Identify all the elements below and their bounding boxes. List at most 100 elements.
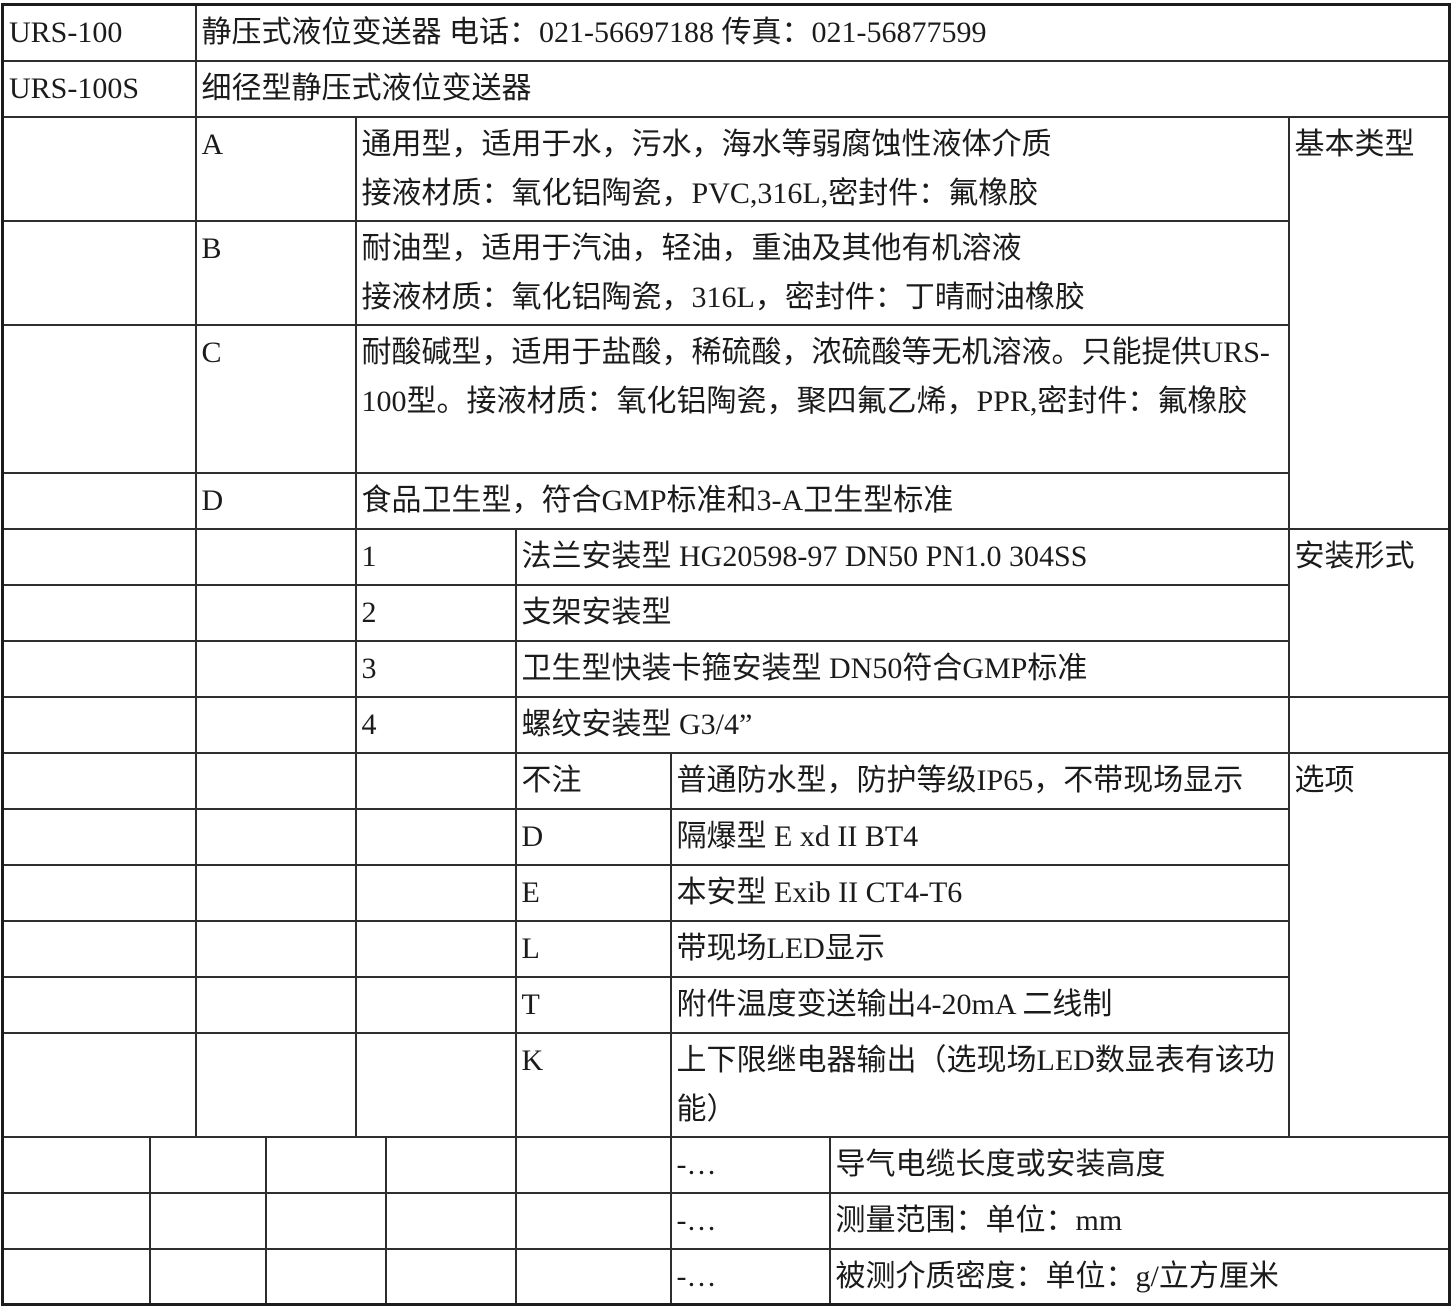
empty-cell bbox=[514, 1135, 672, 1194]
option-code-cell: E bbox=[514, 863, 672, 922]
option-description-cell: 普通防水型，防护等级IP65，不带现场显示 bbox=[669, 751, 1290, 810]
empty-cell bbox=[354, 807, 517, 866]
empty-cell bbox=[1, 583, 197, 642]
table-row: A 通用型，适用于水，污水，海水等弱腐蚀性液体介质 接液材质：氧化铝陶瓷，PVC… bbox=[1, 115, 1451, 530]
table-row: 3 卫生型快装卡箍安装型 DN50符合GMP标准 bbox=[1, 639, 1450, 698]
option-description-cell: 附件温度变送输出4-20mA 二线制 bbox=[669, 975, 1290, 1034]
param-marker-cell: -… bbox=[669, 1247, 831, 1306]
table-row: 2 支架安装型 bbox=[1, 583, 1450, 642]
empty-cell bbox=[1287, 695, 1451, 754]
empty-cell bbox=[194, 527, 357, 586]
type-description-cell: 食品卫生型，符合GMP标准和3-A卫生型标准 bbox=[354, 471, 1290, 530]
mount-code-cell: 4 bbox=[354, 695, 517, 754]
ordering-code-table: URS-100 静压式液位变送器 电话：021-56697188 传真：021-… bbox=[1, 3, 1451, 1306]
table-row: D 食品卫生型，符合GMP标准和3-A卫生型标准 bbox=[1, 471, 1450, 530]
table-row: -… 测量范围：单位：mm bbox=[1, 1191, 1451, 1250]
empty-cell bbox=[1, 323, 197, 474]
empty-cell bbox=[194, 695, 357, 754]
table-row: URS-100 静压式液位变送器 电话：021-56697188 传真：021-… bbox=[1, 3, 1451, 62]
empty-cell bbox=[514, 1247, 672, 1306]
table-row: 1 法兰安装型 HG20598-97 DN50 PN1.0 304SS 安装形式 bbox=[1, 527, 1451, 698]
type-code-cell: C bbox=[194, 323, 357, 474]
param-marker-cell: -… bbox=[669, 1191, 831, 1250]
model-cell: URS-100 bbox=[1, 3, 197, 62]
mount-description-cell: 支架安装型 bbox=[514, 583, 1290, 642]
empty-cell bbox=[194, 751, 357, 810]
options-label-cell: 选项 bbox=[1287, 751, 1451, 1138]
empty-cell bbox=[1, 975, 197, 1034]
empty-cell bbox=[148, 1247, 267, 1306]
mount-description-cell: 法兰安装型 HG20598-97 DN50 PN1.0 304SS bbox=[514, 527, 1290, 586]
empty-cell bbox=[1, 471, 197, 530]
empty-cell bbox=[194, 807, 357, 866]
table-row: -… 导气电缆长度或安装高度 bbox=[1, 1135, 1451, 1194]
empty-cell bbox=[1, 1247, 151, 1306]
mount-description-cell: 卫生型快装卡箍安装型 DN50符合GMP标准 bbox=[514, 639, 1290, 698]
option-description-cell: 隔爆型 E xd II BT4 bbox=[669, 807, 1290, 866]
mount-code-cell: 2 bbox=[354, 583, 517, 642]
option-description-cell: 带现场LED显示 bbox=[669, 919, 1290, 978]
type-code-cell: A bbox=[194, 115, 357, 222]
empty-cell bbox=[354, 1031, 517, 1138]
empty-cell bbox=[264, 1191, 387, 1250]
empty-cell bbox=[1, 695, 197, 754]
table-row: K 上下限继电器输出（选现场LED数显表有该功能） bbox=[1, 1031, 1450, 1138]
table-row: 4 螺纹安装型 G3/4” bbox=[1, 695, 1451, 754]
mount-type-label-cell: 安装形式 bbox=[1287, 527, 1451, 698]
option-code-cell: L bbox=[514, 919, 672, 978]
empty-cell bbox=[1, 115, 197, 222]
table-row: T 附件温度变送输出4-20mA 二线制 bbox=[1, 975, 1450, 1034]
empty-cell bbox=[1, 863, 197, 922]
mount-code-cell: 1 bbox=[354, 527, 517, 586]
empty-cell bbox=[264, 1247, 387, 1306]
mount-description-cell: 螺纹安装型 G3/4” bbox=[514, 695, 1290, 754]
option-code-cell: T bbox=[514, 975, 672, 1034]
empty-cell bbox=[194, 975, 357, 1034]
empty-cell bbox=[384, 1247, 517, 1306]
empty-cell bbox=[514, 1191, 672, 1250]
empty-cell bbox=[384, 1135, 517, 1194]
option-code-cell: 不注 bbox=[514, 751, 672, 810]
empty-cell bbox=[194, 1031, 357, 1138]
empty-cell bbox=[354, 751, 517, 810]
empty-cell bbox=[354, 863, 517, 922]
empty-cell bbox=[1, 1031, 197, 1138]
type-description-cell: 耐油型，适用于汽油，轻油，重油及其他有机溶液 接液材质：氧化铝陶瓷，316L，密… bbox=[354, 219, 1290, 326]
empty-cell bbox=[1, 639, 197, 698]
option-code-cell: K bbox=[514, 1031, 672, 1138]
table-row: URS-100S 细径型静压式液位变送器 bbox=[1, 59, 1451, 118]
mount-code-cell: 3 bbox=[354, 639, 517, 698]
param-marker-cell: -… bbox=[669, 1135, 831, 1194]
empty-cell bbox=[148, 1135, 267, 1194]
option-code-cell: D bbox=[514, 807, 672, 866]
empty-cell bbox=[194, 863, 357, 922]
param-description-cell: 被测介质密度：单位：g/立方厘米 bbox=[828, 1247, 1451, 1306]
model-cell: URS-100S bbox=[1, 59, 197, 118]
table-row: L 带现场LED显示 bbox=[1, 919, 1450, 978]
empty-cell bbox=[1, 919, 197, 978]
table-row: B 耐油型，适用于汽油，轻油，重油及其他有机溶液 接液材质：氧化铝陶瓷，316L… bbox=[1, 219, 1450, 326]
type-description-cell: 耐酸碱型，适用于盐酸，稀硫酸，浓硫酸等无机溶液。只能提供URS-100型。接液材… bbox=[354, 323, 1290, 474]
table-row: 不注 普通防水型，防护等级IP65，不带现场显示 选项 bbox=[1, 751, 1451, 1138]
param-description-cell: 导气电缆长度或安装高度 bbox=[828, 1135, 1451, 1194]
empty-cell bbox=[1, 751, 197, 810]
type-code-cell: D bbox=[194, 471, 357, 530]
model-description-cell: 细径型静压式液位变送器 bbox=[194, 59, 1451, 118]
option-description-cell: 上下限继电器输出（选现场LED数显表有该功能） bbox=[669, 1031, 1290, 1138]
empty-cell bbox=[1, 1135, 151, 1194]
empty-cell bbox=[1, 1191, 151, 1250]
table-row: E 本安型 Exib II CT4-T6 bbox=[1, 863, 1450, 922]
model-description-cell: 静压式液位变送器 电话：021-56697188 传真：021-56877599 bbox=[194, 3, 1451, 62]
empty-cell bbox=[194, 639, 357, 698]
empty-cell bbox=[194, 583, 357, 642]
basic-type-label-cell: 基本类型 bbox=[1287, 115, 1451, 530]
empty-cell bbox=[1, 527, 197, 586]
empty-cell bbox=[1, 807, 197, 866]
option-description-cell: 本安型 Exib II CT4-T6 bbox=[669, 863, 1290, 922]
empty-cell bbox=[384, 1191, 517, 1250]
empty-cell bbox=[1, 219, 197, 326]
empty-cell bbox=[148, 1191, 267, 1250]
empty-cell bbox=[194, 919, 357, 978]
empty-cell bbox=[354, 919, 517, 978]
empty-cell bbox=[264, 1135, 387, 1194]
